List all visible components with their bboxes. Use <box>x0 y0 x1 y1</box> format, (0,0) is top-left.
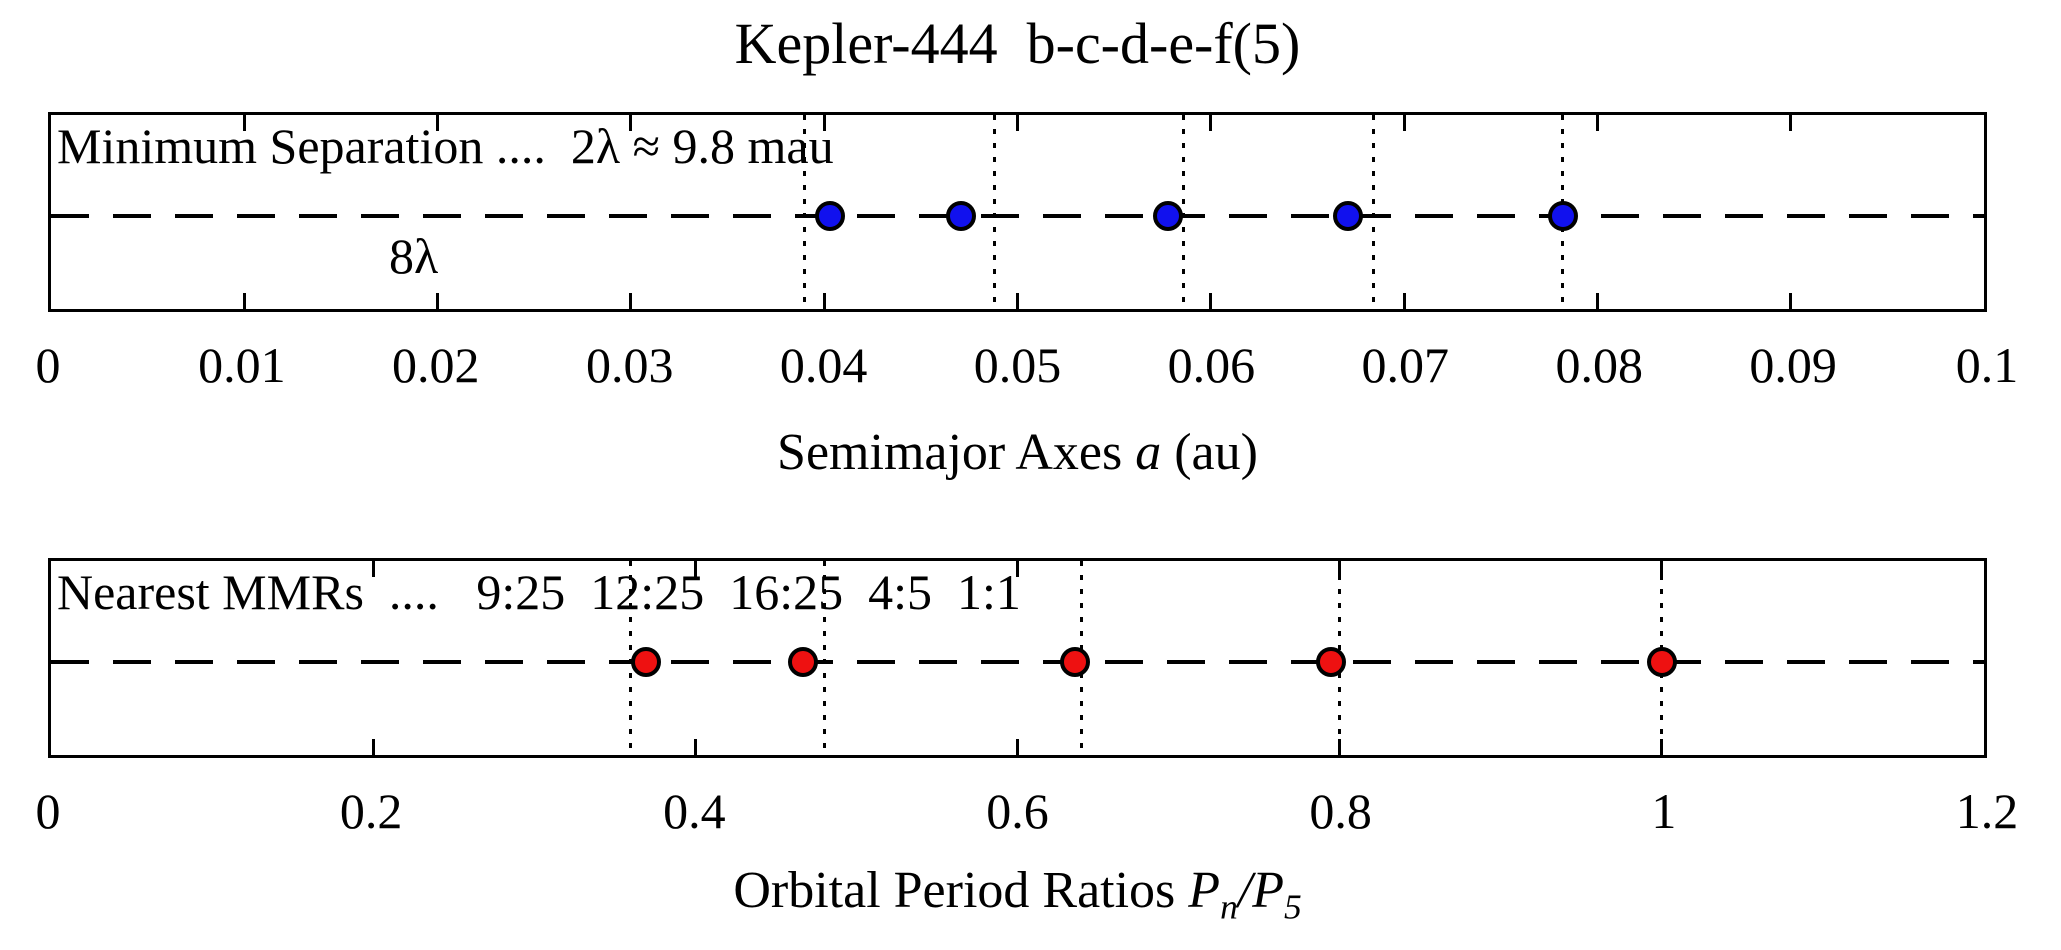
x-tick-label: 0.07 <box>1361 337 1450 393</box>
xlabel-sub-5: 5 <box>1283 886 1302 927</box>
planet-marker <box>1646 647 1677 677</box>
planet-marker <box>631 647 662 677</box>
xlabel-math-a: a <box>1135 424 1162 481</box>
axis-tick-top <box>1789 115 1793 131</box>
x-tick-label: 0.09 <box>1749 337 1837 393</box>
x-tick-label: 0.04 <box>779 337 868 393</box>
axis-tick-bottom <box>629 293 633 309</box>
xlabel-math-p5: P <box>1252 862 1284 919</box>
axis-tick-top <box>1016 561 1019 577</box>
axis-tick-top <box>1660 561 1664 577</box>
x-tick-label: 1 <box>1651 783 1677 839</box>
x-axis-tick-labels-semimajor: 0 0.01 0.02 0.03 0.04 0.05 0.06 0.07 0.08 0.09 0.1 <box>0 340 2061 400</box>
eight-lambda-annotation: 8λ <box>389 228 439 284</box>
axis-tick-bottom <box>436 293 440 309</box>
planet-marker <box>1059 647 1090 677</box>
x-tick-label: 0.08 <box>1555 337 1643 393</box>
axis-tick-top <box>242 115 246 131</box>
x-tick-label: 0.01 <box>198 337 286 393</box>
axis-tick-top <box>436 115 440 131</box>
planet-marker <box>1547 201 1578 231</box>
x-tick-label: 0.6 <box>986 783 1049 839</box>
x-axis-label-semimajor: Semimajor Axes a (au) <box>48 424 1987 481</box>
axis-tick-top <box>371 561 375 577</box>
axis-tick-bottom <box>242 293 246 309</box>
x-axis-tick-labels-ratios: 0 0.2 0.4 0.6 0.8 1 1.2 <box>0 786 2061 846</box>
planet-marker <box>787 647 818 677</box>
axis-tick-bottom <box>1016 739 1019 755</box>
axis-tick-bottom <box>693 739 697 755</box>
panel-semimajor-axes: Minimum Separation .... 2λ ≈ 9.8 mau 8λ <box>48 112 1987 312</box>
axis-tick-bottom <box>371 739 375 755</box>
planet-marker <box>1316 647 1347 677</box>
x-tick-label: 0.2 <box>339 783 403 839</box>
guide-vline <box>822 561 826 755</box>
axis-tick-top <box>629 115 633 131</box>
nearest-mmrs-annotation: Nearest MMRs .... 9:25 12:25 16:25 4:5 1… <box>57 564 1021 620</box>
planet-marker <box>1153 201 1184 231</box>
xlabel-slash: / <box>1237 862 1253 919</box>
guide-vline <box>629 561 633 755</box>
axis-tick-bottom <box>1338 739 1342 755</box>
xlabel-text: Orbital Period Ratios <box>733 862 1189 919</box>
x-tick-label: 0.1 <box>1955 337 2019 393</box>
xlabel-text: Semimajor Axes <box>777 424 1136 481</box>
guide-vline <box>1182 115 1186 309</box>
axis-tick-bottom <box>1016 293 1019 309</box>
axis-tick-bottom <box>822 293 826 309</box>
chart-title: Kepler-444 b-c-d-e-f(5) <box>734 11 1301 76</box>
x-tick-label: 1.2 <box>1955 783 2019 839</box>
x-tick-label: 0.03 <box>585 337 674 393</box>
x-tick-label: 0.8 <box>1309 783 1372 839</box>
axis-tick-bottom <box>1660 739 1664 755</box>
planet-marker <box>1333 201 1364 231</box>
xlabel-math-p: P <box>1188 862 1221 919</box>
axis-tick-bottom <box>1595 293 1599 309</box>
axis-tick-top <box>693 561 697 577</box>
axis-tick-top <box>1338 561 1342 577</box>
orbit-midline <box>51 660 1984 664</box>
x-tick-label: 0 <box>35 337 61 393</box>
axis-tick-top <box>1016 115 1019 131</box>
x-axis-label-ratios: Orbital Period Ratios Pn/P5 <box>48 862 1987 924</box>
xlabel-sub-n: n <box>1220 886 1238 927</box>
axis-tick-top <box>1209 115 1213 131</box>
min-separation-annotation: Minimum Separation .... 2λ ≈ 9.8 mau <box>57 118 834 174</box>
axis-tick-top <box>1402 115 1406 131</box>
x-tick-label: 0.06 <box>1167 337 1256 393</box>
panel-period-ratios: Nearest MMRs .... 9:25 12:25 16:25 4:5 1… <box>48 558 1987 758</box>
guide-vline <box>1371 115 1375 309</box>
orbit-midline <box>51 214 1984 218</box>
guide-vline <box>803 115 807 309</box>
planet-marker <box>814 201 845 231</box>
x-tick-label: 0.4 <box>663 783 726 839</box>
x-tick-label: 0 <box>35 783 61 839</box>
x-tick-label: 0.05 <box>973 337 1062 393</box>
axis-tick-bottom <box>1402 293 1406 309</box>
x-tick-label: 0.02 <box>392 337 480 393</box>
axis-tick-top <box>1595 115 1599 131</box>
axis-tick-bottom <box>1209 293 1213 309</box>
guide-vline <box>992 115 996 309</box>
axis-tick-top <box>822 115 826 131</box>
axis-tick-bottom <box>1789 293 1793 309</box>
planet-marker <box>946 201 977 231</box>
xlabel-unit: (au) <box>1161 424 1258 481</box>
